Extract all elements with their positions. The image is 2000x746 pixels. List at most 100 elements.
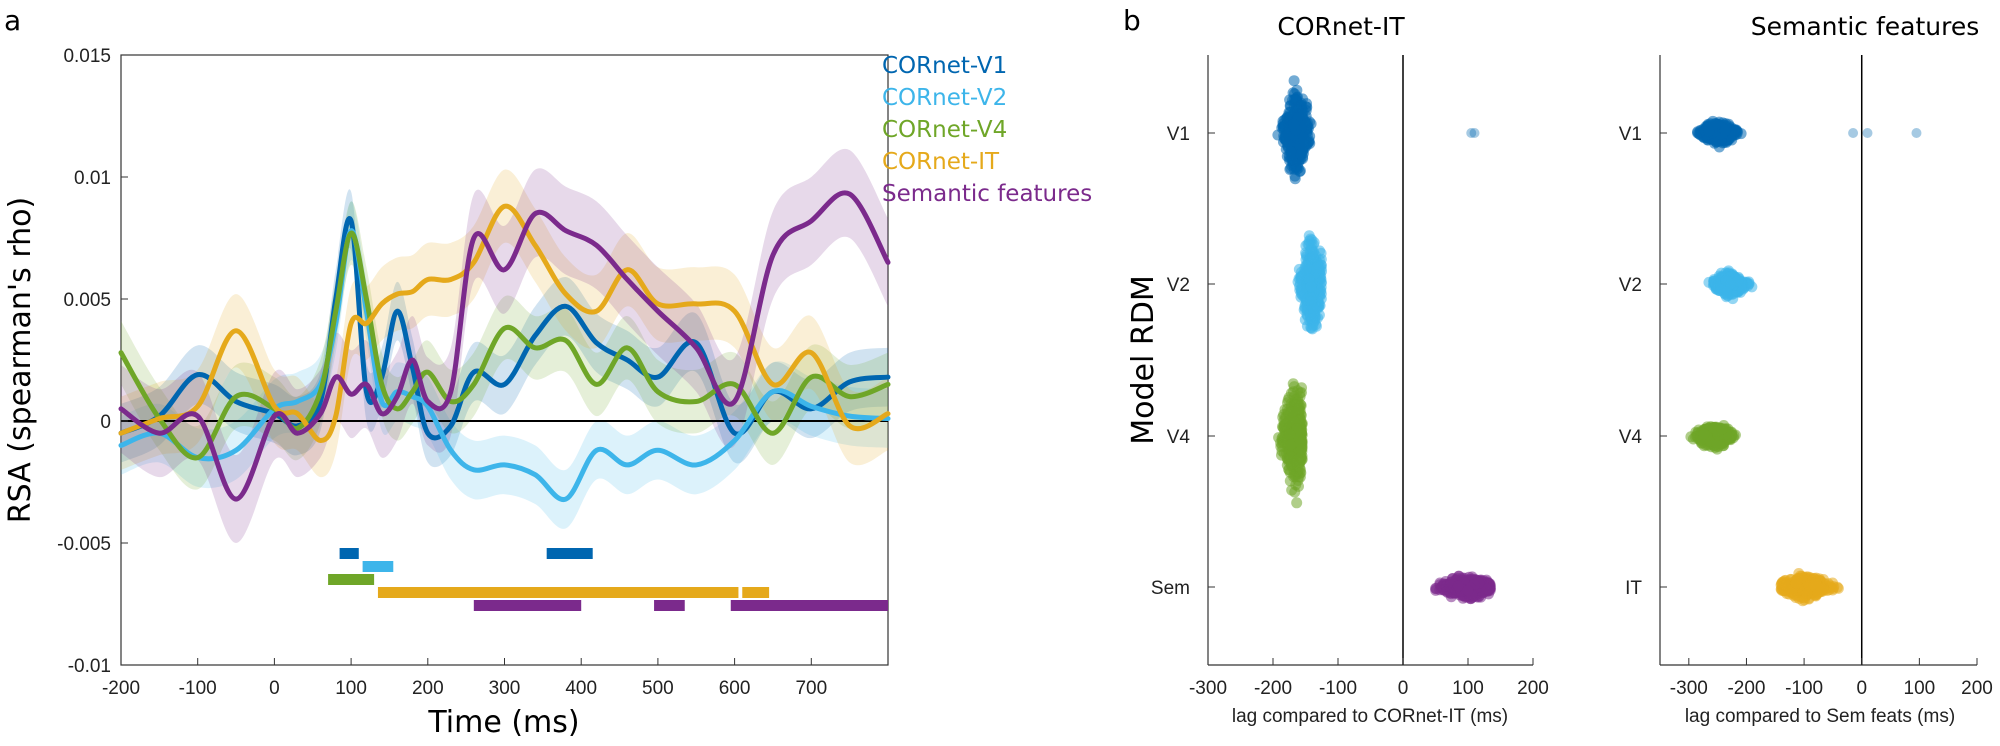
sig-bar-semantic-features	[654, 600, 685, 611]
x-tick-label: -100	[1785, 678, 1823, 699]
b1-x-axis-label: lag compared to CORnet-IT (ms)	[1232, 706, 1508, 727]
dist-v1	[1272, 75, 1480, 185]
dot	[1719, 124, 1731, 136]
dot	[1783, 584, 1795, 596]
dot	[1283, 392, 1295, 404]
x-tick-label: -200	[1254, 678, 1292, 699]
legend-entry-v1: CORnet-V1	[882, 53, 1007, 79]
dot	[1301, 98, 1313, 110]
band-cornet-it	[121, 169, 888, 478]
dist-sem	[1430, 570, 1496, 605]
dot	[1480, 583, 1492, 595]
dot	[1293, 403, 1305, 415]
dist-v4	[1273, 378, 1308, 509]
outlier-dot	[1862, 128, 1873, 138]
dot	[1288, 118, 1300, 130]
dot	[1285, 439, 1297, 451]
band-semantic-features	[121, 148, 888, 544]
dot	[1308, 303, 1320, 315]
dot	[1798, 594, 1810, 606]
sig-bar-cornet-it	[377, 587, 739, 598]
x-axis-label: Time (ms)	[427, 705, 579, 740]
line-semantic-features	[118, 190, 891, 502]
y-tick-label: 0	[100, 412, 111, 433]
dot	[1280, 418, 1292, 430]
dot	[1307, 251, 1319, 263]
x-tick-label: 100	[1904, 678, 1936, 699]
dot	[1277, 120, 1289, 132]
sig-bar-cornet-v1	[339, 548, 359, 559]
x-tick-label: 500	[642, 678, 674, 699]
dot	[1286, 154, 1298, 166]
dot	[1292, 276, 1304, 288]
sig-bar-semantic-features	[473, 600, 582, 611]
y-tick-label: 0.015	[63, 46, 111, 67]
x-tick-label: -300	[1670, 678, 1708, 699]
dot	[1306, 313, 1318, 325]
b1-y-axis-label: Model RDM	[1126, 275, 1161, 444]
x-tick-label: 200	[412, 678, 444, 699]
x-tick-label: -100	[179, 678, 217, 699]
line-cornet-v2	[118, 228, 891, 502]
sig-bar-cornet-v1	[546, 548, 593, 559]
x-tick-label: -200	[102, 678, 140, 699]
dot	[1462, 584, 1474, 596]
outlier-dot	[1466, 128, 1477, 138]
dot	[1300, 264, 1312, 276]
band-cornet-v1	[121, 189, 888, 468]
dot	[1816, 583, 1828, 595]
dot	[1292, 480, 1304, 492]
row-label: IT	[1625, 578, 1642, 599]
row-label: V4	[1167, 427, 1191, 448]
row-label: V1	[1167, 124, 1190, 145]
x-tick-label: 400	[565, 678, 597, 699]
outlier-dot	[1469, 128, 1480, 138]
dist-v2	[1703, 265, 1758, 305]
outlier-dot	[1848, 128, 1859, 138]
row-label: V4	[1619, 427, 1643, 448]
dot	[1299, 139, 1311, 151]
dot	[1291, 497, 1303, 509]
row-label: V2	[1167, 275, 1190, 296]
dot	[1707, 119, 1719, 131]
legend-entry-v2: CORnet-V2	[882, 85, 1007, 111]
y-tick-label: 0.01	[74, 168, 111, 189]
dot	[1827, 577, 1839, 589]
legend-entry-it: CORnet-IT	[882, 149, 1000, 175]
x-tick-label: -100	[1319, 678, 1357, 699]
sig-bar-cornet-it	[742, 587, 770, 598]
legend: CORnet-V1 CORnet-V2 CORnet-V4 CORnet-IT …	[882, 53, 1092, 207]
dot	[1725, 278, 1737, 290]
dot	[1283, 106, 1295, 118]
dot	[1296, 382, 1308, 394]
chart-b-semantic: Semantic features -300 -200 -100 0 100 200 V1 V…	[1619, 12, 1993, 727]
legend-entry-v4: CORnet-V4	[882, 117, 1007, 143]
y-tick-label: 0.005	[63, 290, 111, 311]
dot	[1434, 577, 1446, 589]
dot	[1716, 423, 1728, 435]
x-tick-label: 700	[795, 678, 827, 699]
dot	[1726, 134, 1738, 146]
dot	[1452, 580, 1464, 592]
dot	[1295, 148, 1307, 160]
x-tick-label: 100	[1452, 678, 1484, 699]
sig-bar-semantic-features	[730, 600, 888, 611]
chart-a: -200 -100 0 100 200 300 400 500 600 700 -0.01 -0.00…	[3, 46, 1092, 740]
band-cornet-v2	[121, 201, 888, 529]
sig-bar-cornet-v4	[328, 574, 375, 585]
x-tick-label: -300	[1189, 678, 1227, 699]
chart-b2-title: Semantic features	[1751, 12, 1980, 41]
x-tick-label: 0	[1398, 678, 1409, 699]
x-tick-label: 600	[719, 678, 751, 699]
chart-b-cornet-it: CORnet-IT -300 -200 -100 0 100 200 V1 V2 V4 Sem l…	[1126, 12, 1549, 727]
outlier-dot	[1911, 128, 1922, 138]
dot	[1288, 471, 1300, 483]
dot	[1308, 237, 1320, 249]
x-tick-label: 100	[335, 678, 367, 699]
dist-v2	[1292, 230, 1328, 335]
dot	[1790, 577, 1802, 589]
dot	[1296, 443, 1308, 455]
y-tick-label: -0.01	[68, 656, 111, 677]
dist-v4	[1685, 420, 1741, 455]
